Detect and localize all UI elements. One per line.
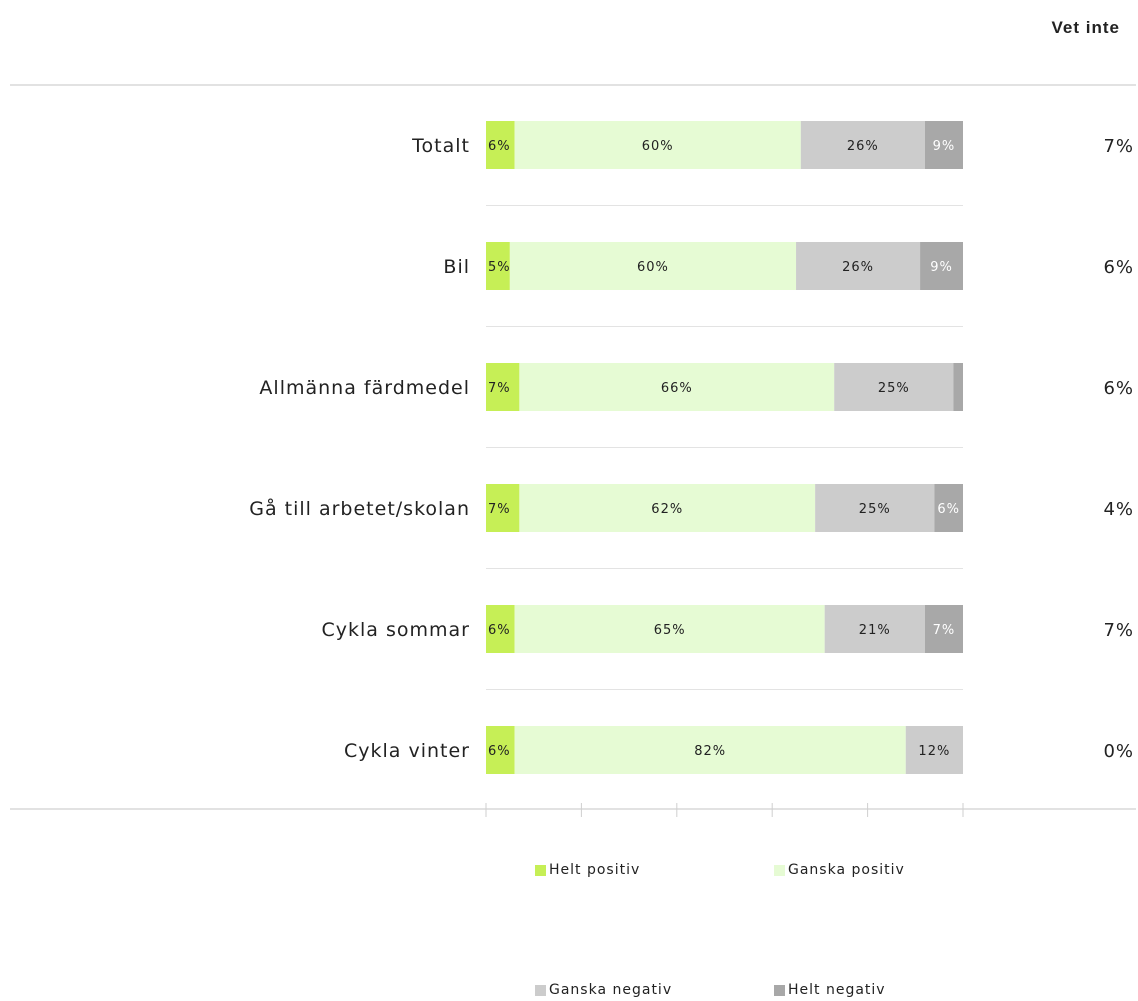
legend-label-helt-positiv: Helt positiv <box>549 862 641 878</box>
bar-segment-helt-negativ <box>924 121 963 169</box>
data-label-helt-positiv: 5% <box>488 260 511 275</box>
category-label-cykla-vinter: Cykla vinter <box>344 740 470 762</box>
bar-segment-ganska-positiv <box>519 363 835 411</box>
data-label-helt-positiv: 6% <box>488 744 511 759</box>
bar-segment-helt-positiv <box>486 726 515 774</box>
legend-swatch-helt-positiv <box>535 864 546 876</box>
vet-inte-value: 6% <box>1103 257 1134 278</box>
bar-segment-ganska-negativ <box>815 484 935 532</box>
bar-segment-ganska-positiv <box>514 121 801 169</box>
data-label-ganska-positiv: 82% <box>694 744 726 759</box>
data-label-ganska-negativ: 25% <box>878 381 910 396</box>
bar-segment-ganska-positiv <box>514 605 825 653</box>
bar-segment-ganska-negativ <box>834 363 954 411</box>
legend-label-ganska-negativ: Ganska negativ <box>549 982 673 998</box>
legend-swatch-ganska-negativ <box>535 984 546 996</box>
data-label-helt-positiv: 7% <box>488 502 511 517</box>
data-label-helt-positiv: 6% <box>488 623 511 638</box>
legend-item-ganska-positiv: Ganska positiv <box>774 862 905 878</box>
data-label-ganska-positiv: 66% <box>661 381 693 396</box>
bar-segment-helt-positiv <box>486 121 515 169</box>
bar-segment-helt-positiv <box>486 363 520 411</box>
data-label-helt-negativ: 9% <box>930 260 953 275</box>
data-label-ganska-negativ: 21% <box>859 623 891 638</box>
category-label-bil: Bil <box>443 256 470 278</box>
data-label-ganska-negativ: 26% <box>847 139 879 154</box>
bar-segment-ganska-positiv <box>514 726 906 774</box>
category-label-totalt: Totalt <box>411 135 470 157</box>
bar-segment-ganska-negativ <box>905 726 963 774</box>
category-label-cykla-sommar: Cykla sommar <box>322 619 470 641</box>
vet-inte-value: 4% <box>1103 499 1134 520</box>
data-label-ganska-positiv: 65% <box>654 623 686 638</box>
bar-segment-ganska-positiv <box>519 484 816 532</box>
data-label-ganska-positiv: 62% <box>651 502 683 517</box>
data-label-helt-negativ: 7% <box>933 623 956 638</box>
legend-item-helt-positiv: Helt positiv <box>535 862 640 878</box>
bar-segment-ganska-negativ <box>824 605 925 653</box>
legend-item-ganska-negativ: Ganska negativ <box>535 982 672 998</box>
data-label-ganska-positiv: 60% <box>642 139 674 154</box>
bar-segment-ganska-negativ <box>796 242 921 290</box>
bar-segment-ganska-negativ <box>800 121 925 169</box>
data-label-ganska-negativ: 26% <box>842 260 874 275</box>
category-label-ga-till-arbetet-skolan: Gå till arbetet/skolan <box>249 497 470 520</box>
data-label-ganska-negativ: 12% <box>918 744 950 759</box>
data-label-helt-positiv: 6% <box>488 139 511 154</box>
data-label-helt-positiv: 7% <box>488 381 511 396</box>
bar-segment-helt-positiv <box>486 242 510 290</box>
bar-segment-helt-positiv <box>486 605 515 653</box>
bar-segment-helt-positiv <box>486 484 520 532</box>
legend-item-helt-negativ: Helt negativ <box>774 982 886 998</box>
data-label-ganska-negativ: 25% <box>859 502 891 517</box>
bar-segment-helt-negativ <box>953 363 963 411</box>
vet-inte-value: 6% <box>1103 378 1134 399</box>
legend-label-helt-negativ: Helt negativ <box>788 982 886 998</box>
category-label-allmanna-fardmedel: Allmänna färdmedel <box>259 377 470 399</box>
data-label-helt-negativ: 6% <box>937 502 960 517</box>
legend-label-ganska-positiv: Ganska positiv <box>788 862 905 878</box>
vet-inte-value: 0% <box>1103 741 1134 762</box>
legend-swatch-helt-negativ <box>774 984 785 996</box>
bar-segment-helt-negativ <box>920 242 963 290</box>
data-label-ganska-positiv: 60% <box>637 260 669 275</box>
vet-inte-value: 7% <box>1103 136 1134 157</box>
bar-segment-helt-negativ <box>924 605 963 653</box>
vet-inte-header: Vet inte <box>1051 18 1120 37</box>
legend-swatch-ganska-positiv <box>774 864 785 876</box>
data-label-helt-negativ: 9% <box>933 139 956 154</box>
vet-inte-value: 7% <box>1103 620 1134 641</box>
bar-segment-ganska-positiv <box>509 242 797 290</box>
bar-segment-helt-negativ <box>934 484 963 532</box>
